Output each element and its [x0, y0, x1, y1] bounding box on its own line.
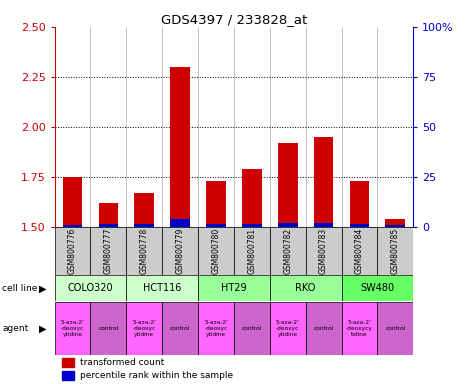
Bar	[270, 302, 306, 355]
Bar	[342, 227, 378, 275]
Bar	[378, 302, 413, 355]
Text: HT29: HT29	[221, 283, 247, 293]
Text: control: control	[98, 326, 119, 331]
Bar	[206, 224, 226, 227]
Text: COLO320: COLO320	[67, 283, 114, 293]
Bar	[62, 371, 75, 380]
Text: ▶: ▶	[39, 324, 47, 334]
Bar	[55, 275, 126, 301]
Bar	[234, 302, 270, 355]
Bar	[198, 227, 234, 275]
Text: 5-aza-2'
-deoxyc
ytidine: 5-aza-2' -deoxyc ytidine	[204, 320, 228, 337]
Bar	[278, 223, 298, 227]
Text: GSM800781: GSM800781	[247, 227, 257, 274]
Bar	[198, 302, 234, 355]
Bar	[378, 227, 413, 275]
Text: HCT116: HCT116	[143, 283, 181, 293]
Bar	[306, 227, 342, 275]
Bar	[314, 223, 333, 227]
Bar	[242, 169, 262, 227]
Bar	[63, 177, 83, 227]
Text: agent: agent	[2, 324, 28, 333]
Bar	[350, 180, 370, 227]
Text: GSM800784: GSM800784	[355, 227, 364, 274]
Text: control: control	[314, 326, 334, 331]
Bar	[126, 227, 162, 275]
Bar	[98, 224, 118, 227]
Bar	[63, 225, 83, 227]
Text: GSM800779: GSM800779	[176, 227, 185, 274]
Text: GSM800778: GSM800778	[140, 227, 149, 274]
Text: GSM800780: GSM800780	[211, 227, 220, 274]
Bar	[385, 225, 405, 227]
Bar	[342, 302, 378, 355]
Bar	[134, 224, 154, 227]
Text: 5-aza-2'
-deoxyc
ytidine: 5-aza-2' -deoxyc ytidine	[61, 320, 85, 337]
Text: percentile rank within the sample: percentile rank within the sample	[80, 371, 233, 380]
Text: GSM800777: GSM800777	[104, 227, 113, 274]
Text: transformed count: transformed count	[80, 358, 164, 367]
Bar	[55, 227, 91, 275]
Text: GSM800785: GSM800785	[391, 227, 400, 274]
Bar	[342, 275, 413, 301]
Bar	[91, 302, 126, 355]
Text: SW480: SW480	[361, 283, 394, 293]
Bar	[62, 358, 75, 367]
Bar	[270, 275, 342, 301]
Bar	[306, 302, 342, 355]
Bar	[162, 302, 198, 355]
Bar	[385, 218, 405, 227]
Bar	[350, 224, 370, 227]
Bar	[162, 227, 198, 275]
Text: GSM800776: GSM800776	[68, 227, 77, 274]
Bar	[126, 302, 162, 355]
Bar	[134, 193, 154, 227]
Text: GSM800783: GSM800783	[319, 227, 328, 274]
Bar	[270, 227, 306, 275]
Bar	[198, 275, 270, 301]
Bar	[91, 227, 126, 275]
Bar	[55, 302, 91, 355]
Text: GSM800782: GSM800782	[283, 227, 292, 274]
Bar	[206, 180, 226, 227]
Text: 5-aza-2'
-deoxyc
ytidine: 5-aza-2' -deoxyc ytidine	[133, 320, 156, 337]
Bar	[242, 224, 262, 227]
Text: control: control	[242, 326, 262, 331]
Bar	[314, 137, 333, 227]
Bar	[170, 219, 190, 227]
Text: RKO: RKO	[295, 283, 316, 293]
Text: control: control	[170, 326, 190, 331]
Text: cell line: cell line	[2, 284, 38, 293]
Title: GDS4397 / 233828_at: GDS4397 / 233828_at	[161, 13, 307, 26]
Bar	[98, 203, 118, 227]
Text: 5-aza-2'
-deoxyc
ytidine: 5-aza-2' -deoxyc ytidine	[276, 320, 300, 337]
Bar	[278, 143, 298, 227]
Text: ▶: ▶	[39, 283, 47, 293]
Bar	[170, 67, 190, 227]
Text: 5-aza-2'
-deoxycy
tidine: 5-aza-2' -deoxycy tidine	[346, 320, 373, 337]
Bar	[234, 227, 270, 275]
Text: control: control	[385, 326, 406, 331]
Bar	[126, 275, 198, 301]
